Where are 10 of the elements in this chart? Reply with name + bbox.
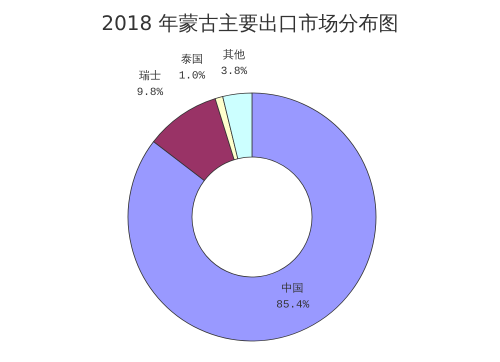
slice-label: 泰国 [180,52,203,66]
chart-title: 2018 年蒙古主要出口市场分布图 [101,11,399,35]
donut-slice [153,98,235,181]
slice-label: 其他 [222,48,245,62]
data-label: 1.0% [178,70,206,83]
data-label: 9.8% [136,87,164,99]
slice-label: 瑞士 [138,69,161,82]
data-label: 85.4% [276,299,310,312]
data-label: 3.8% [220,66,248,78]
slice-label: 中国 [282,281,304,294]
